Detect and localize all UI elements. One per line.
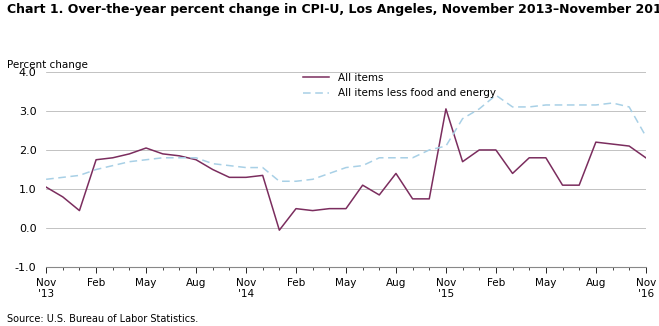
All items less food and energy [326,171,333,175]
All items less food and energy [525,105,533,109]
All items less food and energy [542,103,550,107]
Text: Chart 1. Over-the-year percent change in CPI-U, Los Angeles, November 2013–Novem: Chart 1. Over-the-year percent change in… [7,3,659,16]
All items less food and energy [192,156,200,160]
All items less food and energy [76,173,84,177]
All items [409,197,416,201]
All items [192,158,200,162]
Line: All items less food and energy: All items less food and energy [46,95,646,181]
All items [76,209,84,213]
All items [175,154,183,158]
All items less food and energy [559,103,567,107]
All items less food and energy [42,177,50,181]
All items less food and energy [242,166,250,170]
All items [442,107,450,111]
All items [592,140,600,144]
All items less food and energy [225,164,233,168]
All items less food and energy [159,156,167,160]
All items less food and energy [175,156,183,160]
All items less food and energy [459,117,467,121]
All items [59,195,67,199]
All items [209,168,217,171]
All items [625,144,633,148]
All items less food and energy [342,166,350,170]
All items [575,183,583,187]
All items less food and energy [475,107,483,111]
All items [326,207,333,211]
All items [342,207,350,211]
All items less food and energy [392,156,400,160]
All items less food and energy [425,148,433,152]
All items [642,156,650,160]
Legend: All items, All items less food and energy: All items, All items less food and energ… [303,73,496,98]
All items [425,197,433,201]
All items [242,175,250,179]
Line: All items: All items [46,109,646,230]
All items [42,185,50,189]
All items less food and energy [125,160,133,164]
All items [125,152,133,156]
All items [225,175,233,179]
All items [109,156,117,160]
All items less food and energy [442,144,450,148]
All items less food and energy [142,158,150,162]
All items [358,183,366,187]
All items less food and energy [259,166,267,170]
All items less food and energy [492,93,500,97]
All items less food and energy [358,164,366,168]
All items [392,171,400,175]
All items less food and energy [409,156,416,160]
All items [159,152,167,156]
All items [92,158,100,162]
All items less food and energy [376,156,384,160]
All items [525,156,533,160]
All items less food and energy [625,105,633,109]
All items less food and energy [308,177,316,181]
All items less food and energy [509,105,517,109]
All items [492,148,500,152]
All items [475,148,483,152]
All items less food and energy [292,179,300,183]
All items less food and energy [275,179,283,183]
All items less food and energy [642,134,650,138]
All items [542,156,550,160]
All items [275,228,283,232]
All items [509,171,517,175]
All items less food and energy [209,162,217,166]
All items less food and energy [592,103,600,107]
All items less food and energy [92,168,100,171]
All items less food and energy [608,101,616,105]
All items less food and energy [59,175,67,179]
All items [142,146,150,150]
All items less food and energy [109,164,117,168]
All items [608,142,616,146]
All items [292,207,300,211]
Text: Percent change: Percent change [7,60,88,70]
All items [308,209,316,213]
All items [259,173,267,177]
All items [559,183,567,187]
Text: Source: U.S. Bureau of Labor Statistics.: Source: U.S. Bureau of Labor Statistics. [7,314,198,324]
All items less food and energy [575,103,583,107]
All items [376,193,384,197]
All items [459,160,467,164]
